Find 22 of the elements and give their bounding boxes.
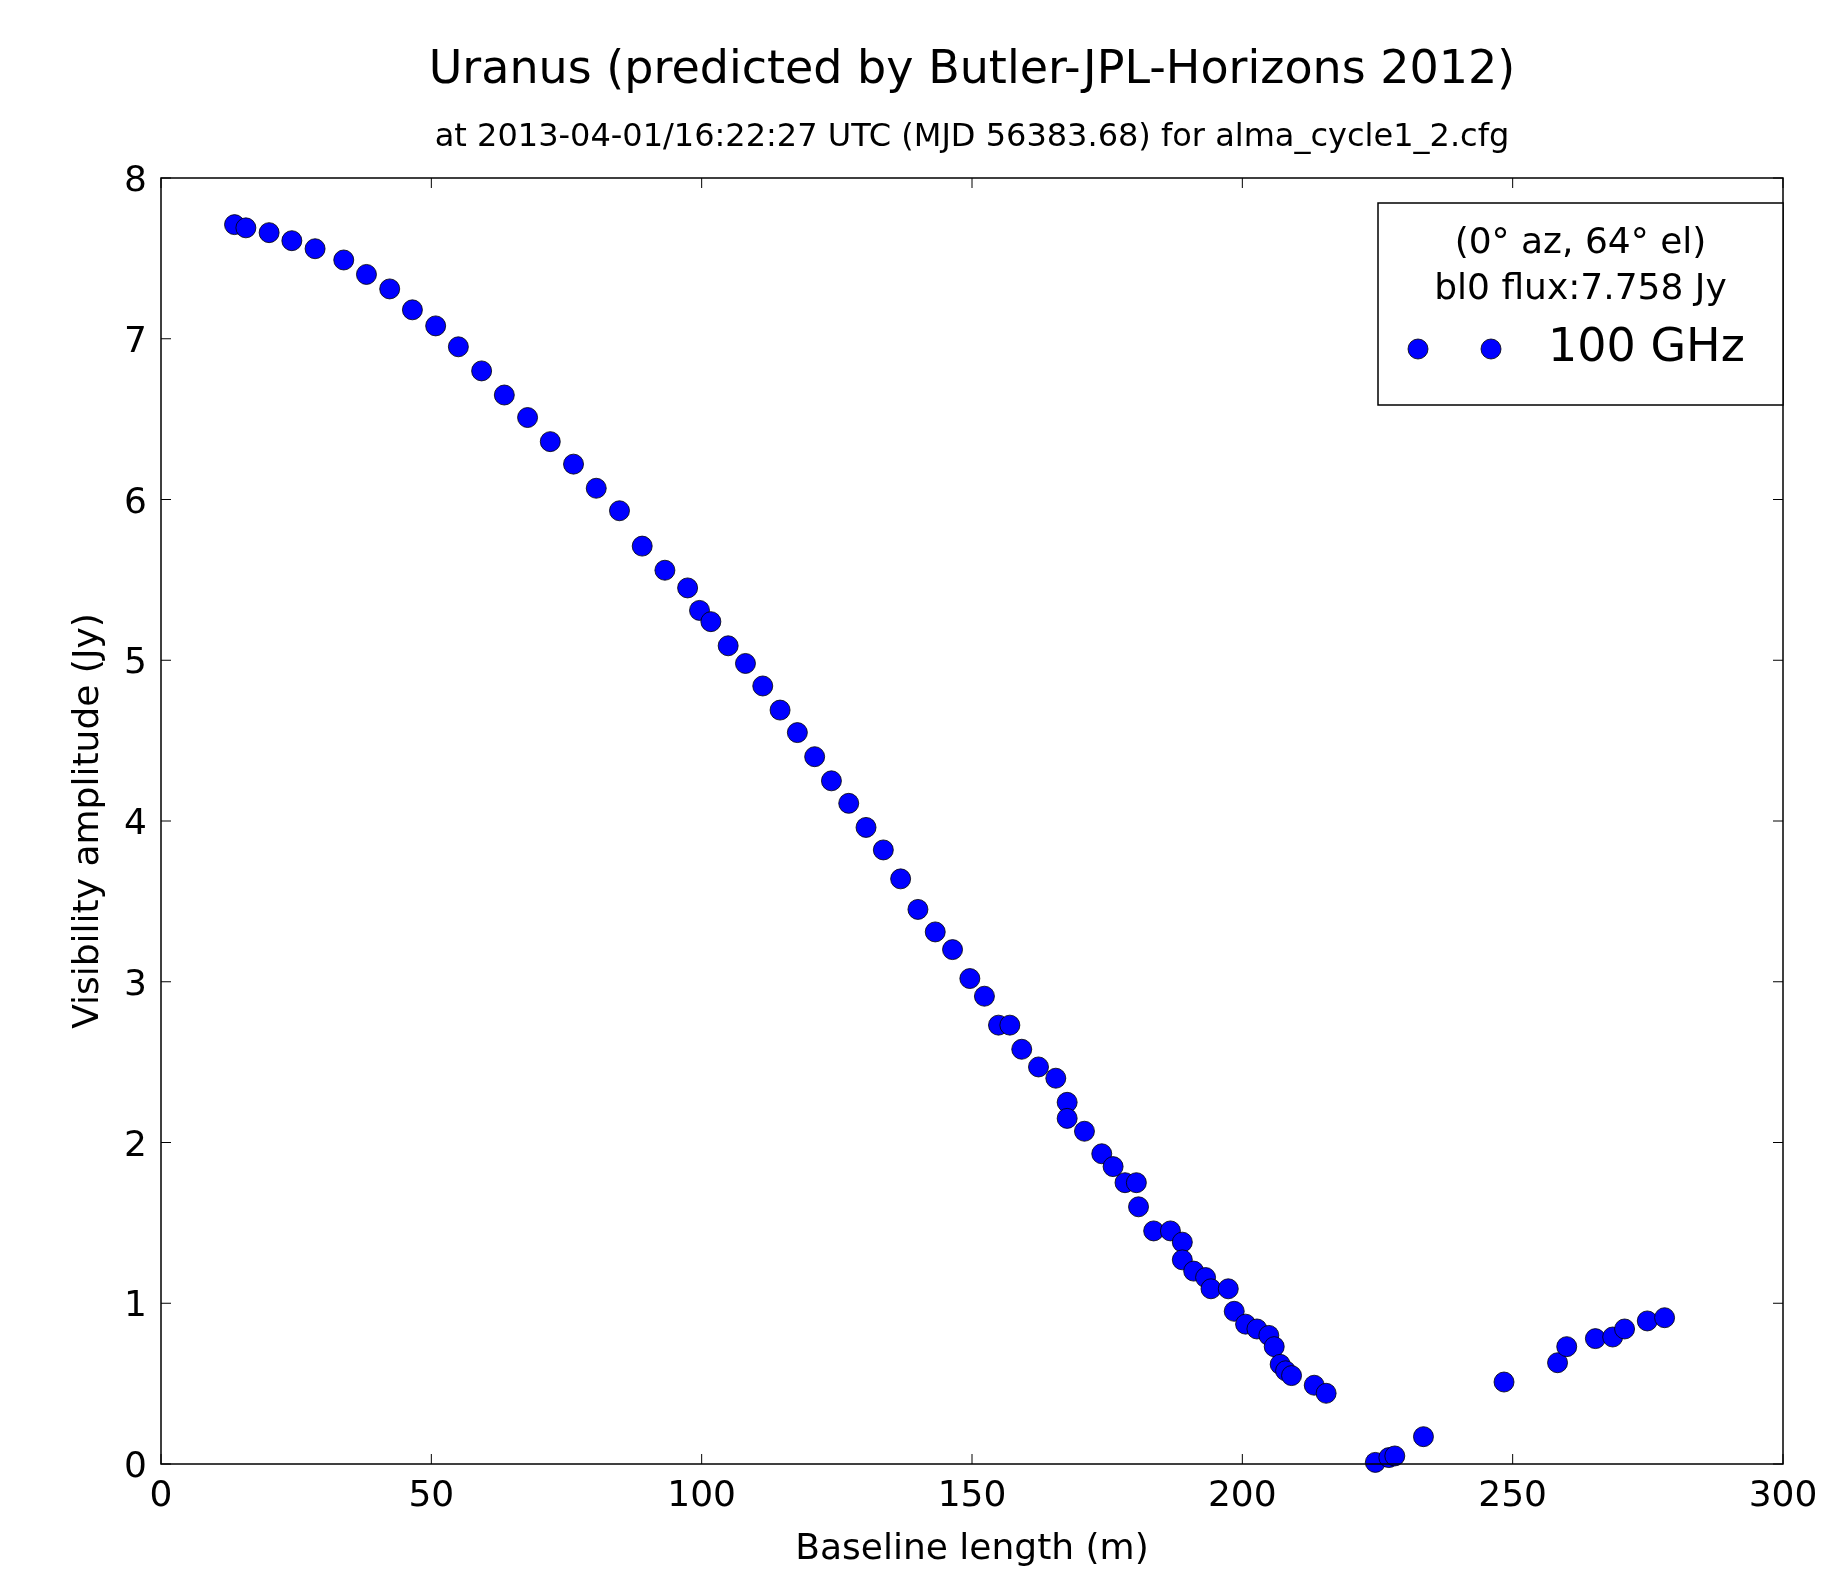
x-tick-label: 250 [1478, 1473, 1548, 1514]
y-tick-label: 7 [124, 318, 147, 360]
y-tick-label: 0 [124, 1444, 147, 1485]
y-axis-title: Visibility amplitude (Jy) [65, 613, 106, 1029]
legend-label: 100 GHz [1548, 318, 1745, 372]
x-tick-label: 200 [1207, 1473, 1277, 1514]
x-tick-label: 50 [408, 1473, 455, 1514]
x-tick-label: 0 [149, 1473, 173, 1514]
y-tick-label: 2 [124, 1122, 147, 1164]
y-tick-label: 4 [124, 801, 147, 842]
x-tick-label: 300 [1748, 1473, 1818, 1514]
y-tick-label: 5 [124, 640, 147, 682]
y-tick-label: 8 [124, 158, 147, 199]
y-tick-label: 1 [124, 1283, 147, 1325]
y-tick-label: 3 [124, 961, 147, 1003]
x-tick-label: 150 [937, 1473, 1007, 1514]
x-tick-label: 100 [667, 1473, 737, 1514]
y-tick-label: 6 [124, 479, 147, 521]
x-axis-title: Baseline length (m) [795, 1526, 1149, 1567]
chart-title: Uranus (predicted by Butler-JPL-Horizons 2012) [428, 40, 1516, 94]
legend-title: (0° az, 64° el) bl0 flux:7.758 Jy [1434, 220, 1727, 307]
chart-subtitle: at 2013-04-01/16:22:27 UTC (MJD 56383.68) for alma_cycle1_2.cfg [434, 116, 1510, 154]
